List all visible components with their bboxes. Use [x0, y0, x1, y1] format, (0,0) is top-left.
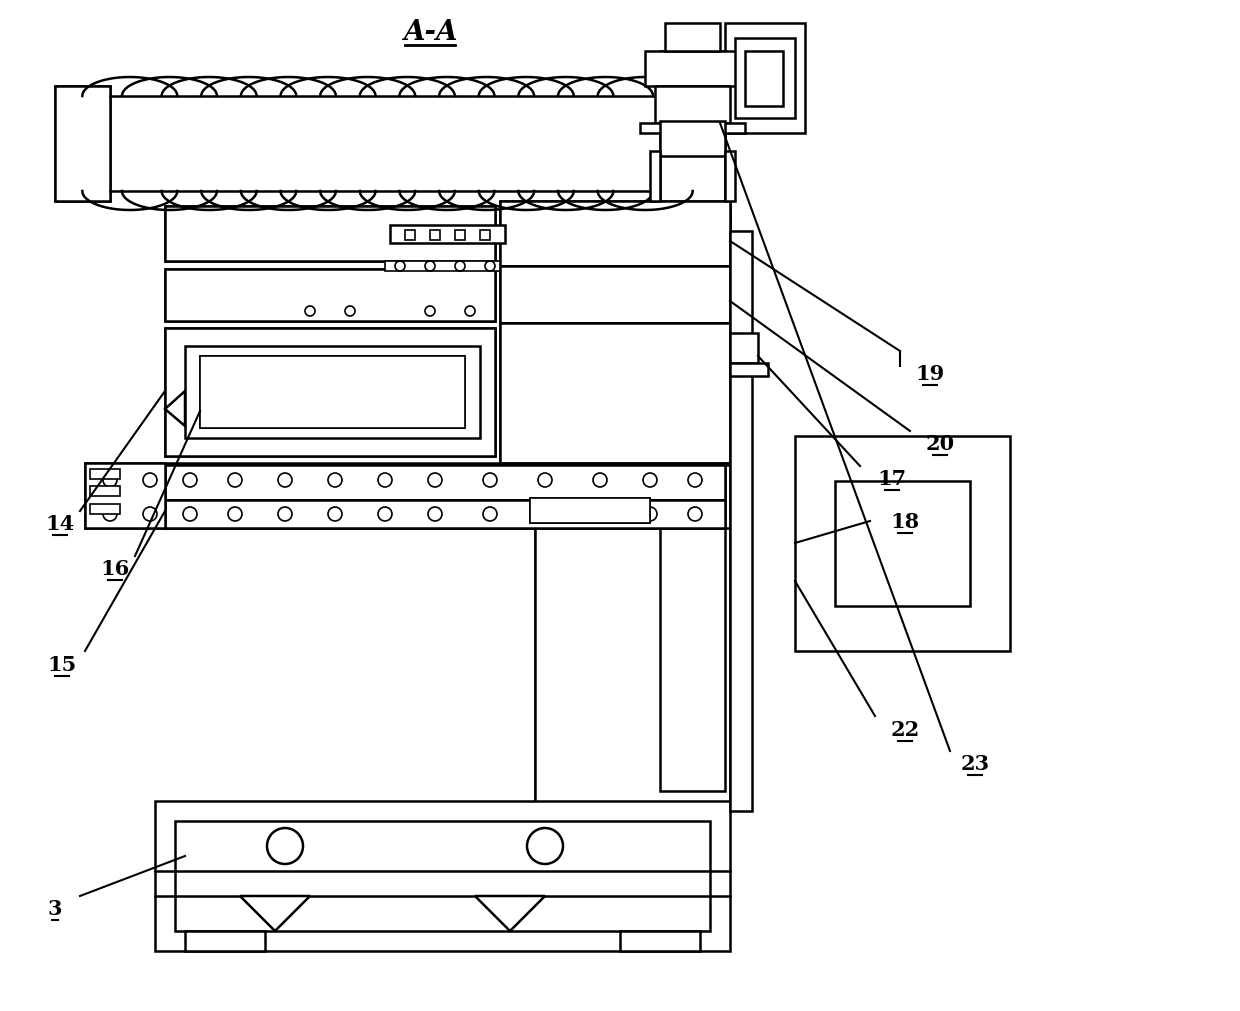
Bar [534, 211, 730, 811]
Bar [405, 231, 415, 241]
Bar [500, 202, 730, 267]
Bar [165, 329, 495, 457]
Text: A-A: A-A [403, 18, 458, 45]
Bar [650, 152, 660, 202]
Bar [500, 267, 730, 324]
Bar [480, 231, 490, 241]
Bar [200, 357, 465, 429]
Bar [155, 801, 730, 951]
Bar [660, 52, 725, 792]
Bar [500, 324, 730, 463]
Bar [725, 152, 735, 202]
Text: 18: 18 [890, 512, 920, 532]
Bar [165, 465, 725, 500]
Bar [665, 24, 720, 52]
Bar [795, 437, 1011, 651]
Bar [185, 931, 265, 951]
Bar [745, 52, 782, 107]
Polygon shape [241, 896, 310, 931]
Bar [529, 498, 650, 524]
Bar [620, 931, 701, 951]
Bar [165, 500, 725, 529]
Bar [55, 87, 110, 202]
Bar [500, 267, 730, 324]
Bar [455, 231, 465, 241]
Bar [86, 463, 730, 529]
Polygon shape [475, 896, 546, 931]
Bar [645, 52, 740, 87]
Bar [175, 821, 711, 931]
Bar [725, 24, 805, 133]
Bar [185, 347, 480, 439]
Bar [735, 39, 795, 119]
Bar [534, 211, 730, 811]
Text: 22: 22 [890, 719, 920, 739]
Polygon shape [165, 391, 185, 427]
Bar [86, 463, 165, 529]
Text: 17: 17 [878, 468, 906, 488]
Bar [165, 270, 495, 321]
Text: 3: 3 [48, 898, 62, 918]
Bar [500, 324, 730, 463]
Bar [660, 122, 725, 157]
Bar [529, 498, 650, 524]
Bar [835, 481, 970, 607]
Bar [200, 357, 465, 429]
Bar [165, 207, 495, 262]
Bar [165, 270, 495, 321]
Bar [730, 232, 751, 811]
Bar [165, 207, 495, 262]
Text: 19: 19 [915, 364, 945, 383]
Bar [91, 504, 120, 515]
Bar [500, 202, 730, 267]
Bar [391, 225, 505, 244]
Bar [655, 87, 730, 124]
Bar [730, 334, 758, 364]
Bar [91, 486, 120, 496]
Text: 16: 16 [100, 558, 130, 578]
Bar [91, 469, 120, 479]
Bar [165, 500, 725, 529]
Bar [165, 465, 725, 500]
Text: 20: 20 [925, 434, 955, 454]
Bar [384, 262, 500, 272]
Bar [55, 87, 110, 202]
Text: 15: 15 [47, 654, 77, 674]
Text: 14: 14 [46, 514, 74, 534]
Bar [640, 124, 745, 133]
Bar [430, 231, 440, 241]
Bar [730, 364, 768, 377]
Bar [165, 329, 495, 457]
Text: 23: 23 [961, 753, 990, 773]
